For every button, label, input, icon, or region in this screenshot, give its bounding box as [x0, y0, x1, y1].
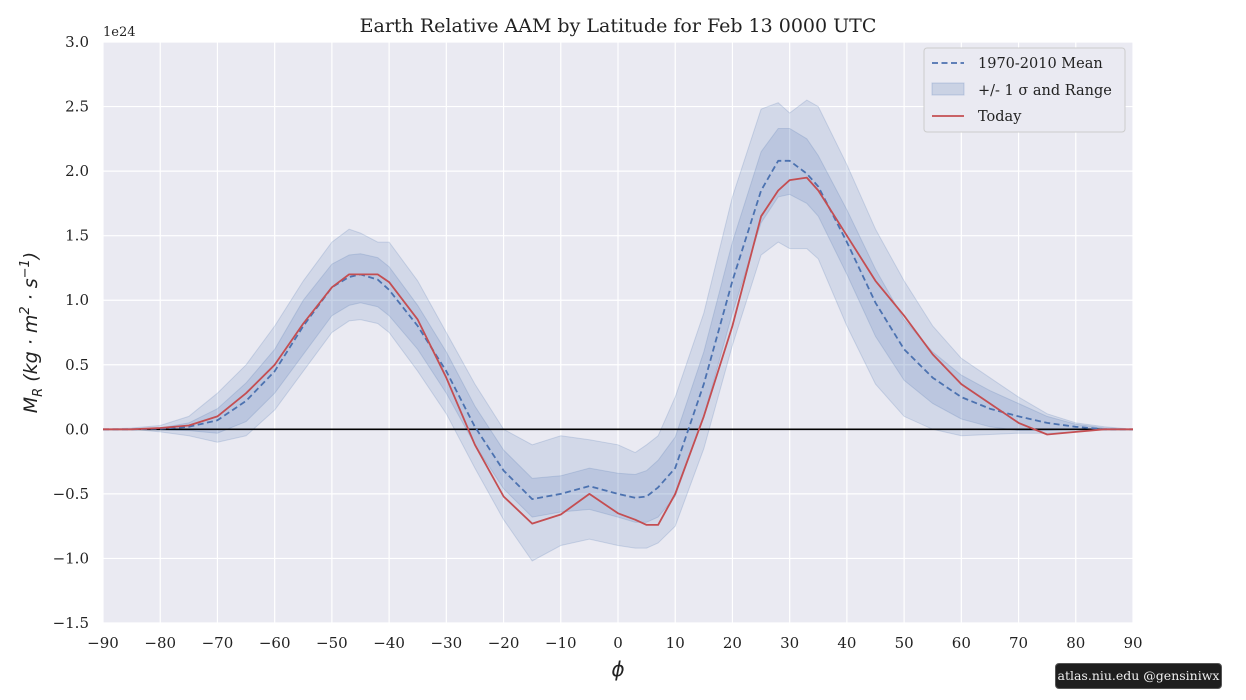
- legend: 1970-2010 Mean +/- 1 σ and Range Today: [923, 47, 1126, 133]
- legend-band-swatch: [931, 82, 965, 96]
- today-line: [103, 176, 1133, 526]
- watermark-badge: atlas.niu.edu @gensiniwx: [1055, 663, 1222, 689]
- x-tick-label: −80: [144, 634, 176, 652]
- legend-band-label: +/- 1 σ and Range: [978, 83, 1112, 99]
- x-tick-label: −70: [202, 634, 234, 652]
- y-tick-labels: −1.5 −1.0 −0.5 0.0 0.5 1.0 1.5 2.0 2.5 3.0: [53, 33, 89, 632]
- x-tick-label: −60: [259, 634, 291, 652]
- x-tick-label: −90: [87, 634, 119, 652]
- y-tick-label: 2.5: [65, 98, 89, 116]
- y-tick-label: 3.0: [65, 33, 89, 51]
- chart-title: Earth Relative AAM by Latitude for Feb 1…: [360, 15, 877, 37]
- y-tick-label: −1.0: [53, 549, 89, 567]
- y-tick-label: 1.5: [65, 227, 89, 245]
- legend-mean-label: 1970-2010 Mean: [978, 56, 1103, 72]
- x-tick-label: 60: [952, 634, 971, 652]
- mean-line: [103, 159, 1133, 501]
- x-tick-labels: −90 −80 −70 −60 −50 −40 −30 −20 −10 0 10 20 30 40 50 60…: [87, 634, 1142, 652]
- x-tick-label: −50: [316, 634, 348, 652]
- y-axis-label: MR(kg · m2 · s−1): [18, 252, 46, 413]
- x-tick-label: 50: [895, 634, 914, 652]
- x-tick-label: −30: [431, 634, 463, 652]
- y-tick-label: 0.0: [65, 420, 89, 438]
- y-tick-label: −1.5: [53, 614, 89, 632]
- y-tick-label: −0.5: [53, 485, 89, 503]
- x-tick-label: 70: [1009, 634, 1028, 652]
- gridlines: [102, 41, 1134, 624]
- y-tick-label: 2.0: [65, 162, 89, 180]
- legend-box: [923, 47, 1126, 133]
- x-tick-label: 90: [1123, 634, 1142, 652]
- x-tick-label: −40: [373, 634, 405, 652]
- legend-today-label: Today: [978, 109, 1022, 125]
- axis-offset-text: 1e24: [103, 25, 136, 40]
- x-tick-label: 30: [780, 634, 799, 652]
- x-tick-label: 10: [666, 634, 685, 652]
- x-axis-label: ϕ: [611, 657, 624, 681]
- y-tick-label: 1.0: [65, 291, 89, 309]
- x-tick-label: 0: [613, 634, 623, 652]
- series-lines: [103, 159, 1133, 526]
- x-tick-label: −10: [545, 634, 577, 652]
- y-tick-label: 0.5: [65, 356, 89, 374]
- x-tick-label: 40: [837, 634, 856, 652]
- svg-text:MR(kg · m2 · s−1): MR(kg · m2 · s−1): [18, 252, 46, 413]
- x-tick-label: −20: [488, 634, 520, 652]
- x-tick-label: 80: [1066, 634, 1085, 652]
- x-tick-label: 20: [723, 634, 742, 652]
